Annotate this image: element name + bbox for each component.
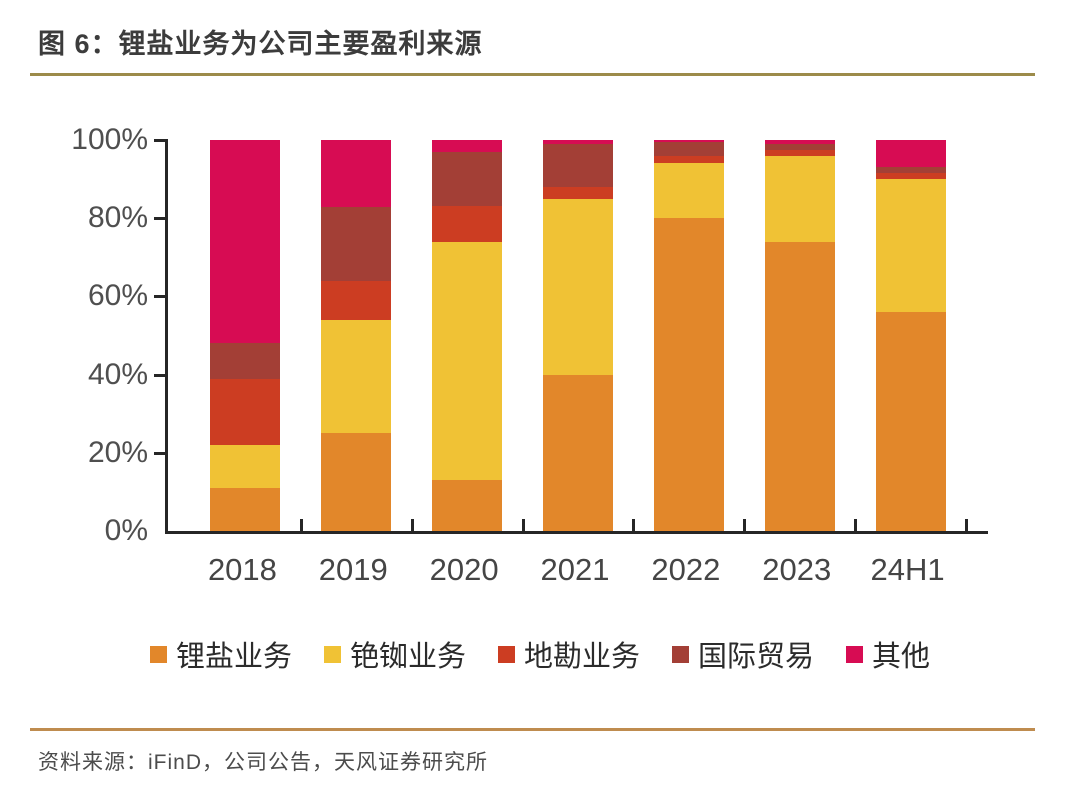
x-axis-tick	[965, 519, 968, 531]
legend-swatch-icon	[672, 645, 689, 663]
chart-legend: 锂盐业务 铯铷业务 地勘业务 国际贸易 其他	[0, 633, 1080, 675]
x-axis-tick	[854, 519, 858, 531]
legend-swatch-icon	[497, 645, 515, 663]
source-note: 资料来源：iFinD，公司公告，天风证券研究所	[38, 751, 489, 774]
bar-segment	[321, 280, 392, 320]
bar-segment	[764, 241, 835, 531]
y-axis-tick	[154, 139, 168, 142]
bar-segment	[653, 141, 724, 156]
bar-segment	[321, 433, 392, 531]
bar-segment	[875, 179, 946, 313]
bar-segment	[210, 445, 281, 488]
stacked-bar-2018	[210, 140, 281, 531]
bar-segment	[543, 374, 613, 531]
bar-segment	[764, 143, 835, 150]
bar-segment	[210, 488, 281, 531]
bar-segment	[210, 378, 281, 445]
legend-label: 其他	[872, 641, 931, 673]
y-axis-label: 20%	[87, 435, 148, 469]
legend-label: 铯铷业务	[349, 641, 466, 673]
x-axis-tick	[410, 519, 414, 531]
y-axis-label: 40%	[87, 357, 148, 391]
bar-segment	[321, 140, 392, 207]
bar-segment	[653, 140, 724, 142]
bar-segment	[875, 173, 946, 180]
stacked-bar-2021	[543, 140, 613, 531]
bar-group-2020	[412, 140, 523, 531]
bar-segment	[432, 151, 503, 207]
x-axis-label: 2020	[429, 552, 499, 587]
y-axis-tick	[154, 373, 168, 377]
stacked-bar-2022	[653, 140, 724, 531]
x-axis-tick	[521, 519, 525, 531]
x-axis-label: 2018	[207, 552, 277, 587]
bar-segment	[543, 186, 613, 199]
bar-segment	[321, 319, 392, 434]
bar-segment	[321, 206, 392, 281]
x-axis-label: 2021	[540, 552, 610, 587]
legend-item: 锂盐业务	[149, 633, 292, 675]
legend-label: 国际贸易	[698, 641, 815, 673]
bar-segment	[543, 198, 613, 375]
bar-segment	[543, 143, 613, 187]
bar-group-2021	[523, 140, 634, 531]
stacked-bar-2019	[321, 140, 392, 531]
bar-group-2018	[190, 140, 301, 531]
bar-segment	[653, 218, 724, 531]
bar-group-2022	[633, 140, 744, 531]
bar-segment	[543, 140, 613, 144]
legend-item: 铯铷业务	[323, 633, 466, 675]
x-axis-label: 2022	[651, 552, 721, 587]
legend-item: 地勘业务	[497, 633, 640, 675]
bars-container	[168, 140, 988, 531]
bar-segment	[653, 163, 724, 219]
y-axis-tick	[154, 217, 168, 221]
x-axis-tick	[299, 519, 303, 531]
y-axis-label: 80%	[87, 201, 148, 235]
legend-label: 锂盐业务	[175, 641, 292, 673]
stacked-bar-2020	[432, 140, 503, 531]
x-axis-label: 2023	[762, 552, 832, 587]
stacked-bar-2023	[764, 140, 835, 531]
stacked-bar-24H1	[875, 140, 946, 531]
x-axis-label: 24H1	[870, 552, 945, 587]
bar-segment	[764, 149, 835, 156]
bar-group-2023	[744, 140, 855, 531]
x-axis-label: 2019	[318, 552, 388, 587]
bar-segment	[875, 167, 946, 174]
x-axis-labels: 2018 2019 2020 2021 2022 2023 24H1	[165, 552, 985, 588]
title-divider	[30, 73, 1035, 76]
bar-segment	[653, 155, 724, 164]
x-axis-tick	[632, 519, 636, 531]
y-axis-label: 60%	[87, 279, 148, 313]
figure-title: 图 6：锂盐业务为公司主要盈利来源	[38, 29, 483, 59]
y-axis-label: 100%	[71, 123, 148, 156]
bar-group-2019	[301, 140, 412, 531]
legend-item: 其他	[846, 633, 930, 675]
footer-divider	[30, 728, 1035, 731]
bar-segment	[764, 140, 835, 144]
y-axis-tick	[154, 451, 168, 455]
bar-segment	[210, 140, 281, 344]
bar-segment	[432, 480, 503, 531]
legend-swatch-icon	[149, 645, 167, 663]
legend-swatch-icon	[846, 645, 864, 663]
bar-segment	[432, 140, 503, 152]
bar-segment	[875, 312, 946, 531]
bar-segment	[764, 155, 835, 242]
legend-swatch-icon	[323, 645, 341, 663]
bar-segment	[432, 241, 503, 481]
y-axis-label: 0%	[104, 514, 148, 547]
bar-group-24H1	[855, 140, 966, 531]
y-axis-tick	[154, 295, 168, 299]
legend-label: 地勘业务	[523, 641, 640, 673]
legend-item: 国际贸易	[672, 633, 814, 675]
bar-segment	[875, 140, 946, 168]
x-axis-tick	[743, 519, 747, 531]
plot-area: 0% 20% 40% 60% 80% 100%	[71, 123, 988, 547]
bar-segment	[210, 343, 281, 379]
bar-segment	[432, 206, 503, 242]
